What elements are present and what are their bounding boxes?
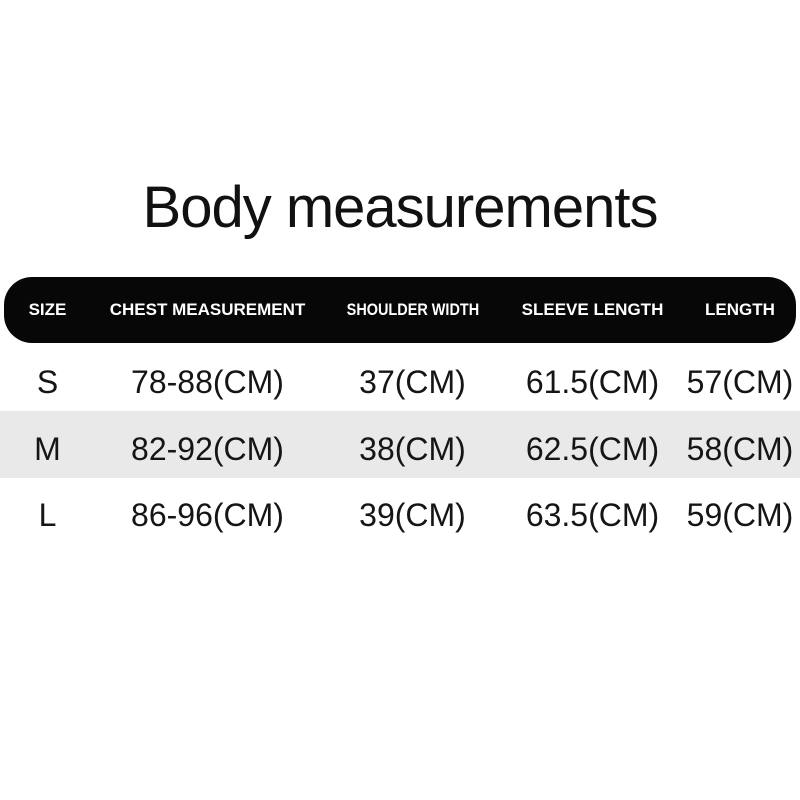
- table-row-m: M 82-92(CM) 38(CM) 62.5(CM) 58(CM): [0, 411, 800, 478]
- table-header-grid: SIZE CHEST MEASUREMENT SHOULDER WIDTH SL…: [0, 277, 800, 343]
- cell-length-s: 57(CM): [686, 364, 794, 400]
- cell-shoulder-s: 37(CM): [359, 364, 466, 400]
- cell-shoulder-m: 38(CM): [359, 430, 466, 467]
- header-cell-chest: CHEST MEASUREMENT: [109, 300, 306, 319]
- table-row-l: L 86-96(CM) 39(CM) 63.5(CM) 59(CM): [0, 478, 800, 544]
- table-header-bar: [4, 277, 796, 343]
- cell-size-l: L: [38, 497, 57, 533]
- table-header: SIZE CHEST MEASUREMENT SHOULDER WIDTH SL…: [0, 277, 800, 343]
- header-cell-shoulder: SHOULDER WIDTH: [320, 300, 505, 320]
- header-cell-sleeve: SLEEVE LENGTH: [521, 300, 664, 319]
- cell-size-m: M: [34, 430, 61, 467]
- cell-length-m: 58(CM): [686, 430, 794, 467]
- header-cell-size: SIZE: [28, 300, 67, 319]
- cell-chest-s: 78-88(CM): [131, 364, 284, 400]
- cell-sleeve-l: 63.5(CM): [525, 497, 660, 533]
- cell-chest-l: 86-96(CM): [131, 497, 284, 533]
- cell-sleeve-s: 61.5(CM): [525, 364, 660, 400]
- cell-shoulder-l: 39(CM): [359, 497, 466, 533]
- header-cell-shoulder-label: SHOULDER WIDTH: [346, 300, 479, 319]
- cell-size-s: S: [36, 364, 59, 400]
- page-title: Body measurements: [142, 175, 659, 240]
- table-row-s: S 78-88(CM) 37(CM) 61.5(CM) 57(CM): [0, 345, 800, 411]
- cell-length-l: 59(CM): [686, 497, 794, 533]
- header-cell-length: LENGTH: [705, 300, 775, 319]
- cell-chest-m: 82-92(CM): [131, 430, 284, 467]
- cell-sleeve-m: 62.5(CM): [525, 430, 660, 467]
